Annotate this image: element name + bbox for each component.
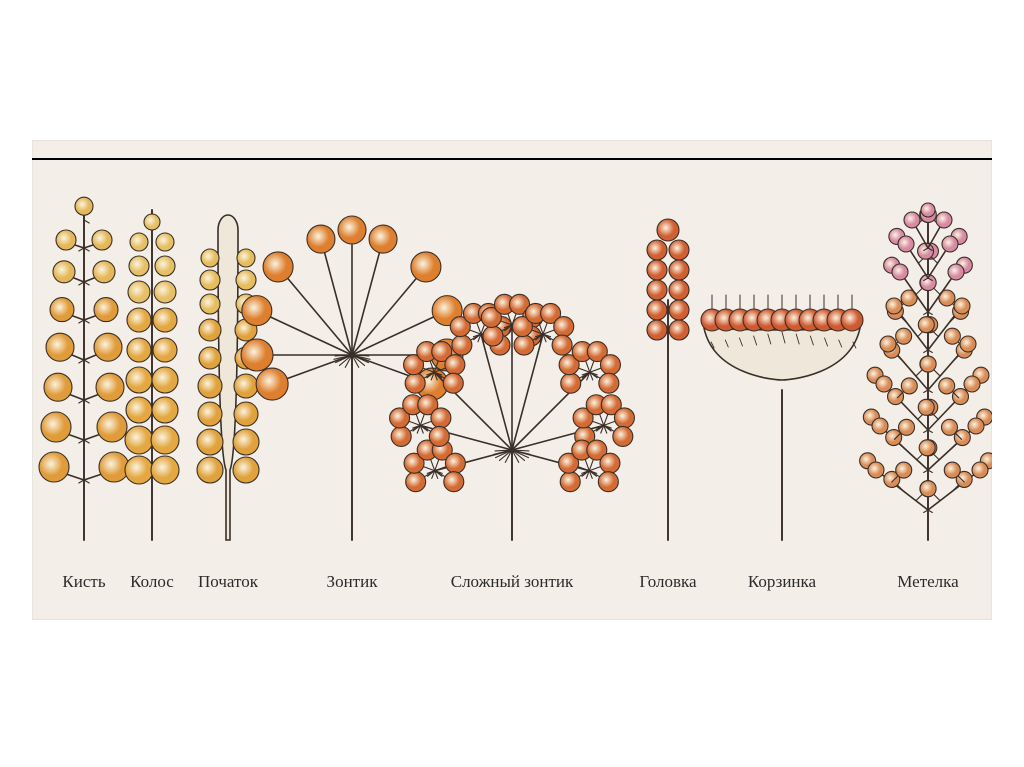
label-slozhny_zontik: Сложный зонтик [432, 572, 592, 592]
diagram-canvas [32, 170, 992, 560]
label-korzinka: Корзинка [726, 572, 838, 592]
figure-frame: Кисть Колос Початок Зонтик Сложный зонтик Гол… [32, 140, 992, 620]
label-kolos: Колос [122, 572, 182, 592]
label-zontik: Зонтик [301, 572, 403, 592]
inflorescence-diagram [32, 170, 992, 560]
labels-row: Кисть Колос Початок Зонтик Сложный зонтик Гол… [32, 572, 992, 612]
label-metelka: Метелка [878, 572, 978, 592]
top-rule [32, 158, 992, 160]
label-pochatok: Початок [189, 572, 267, 592]
label-kist: Кисть [55, 572, 113, 592]
label-golovka: Головка [628, 572, 708, 592]
page: Кисть Колос Початок Зонтик Сложный зонтик Гол… [0, 0, 1024, 767]
